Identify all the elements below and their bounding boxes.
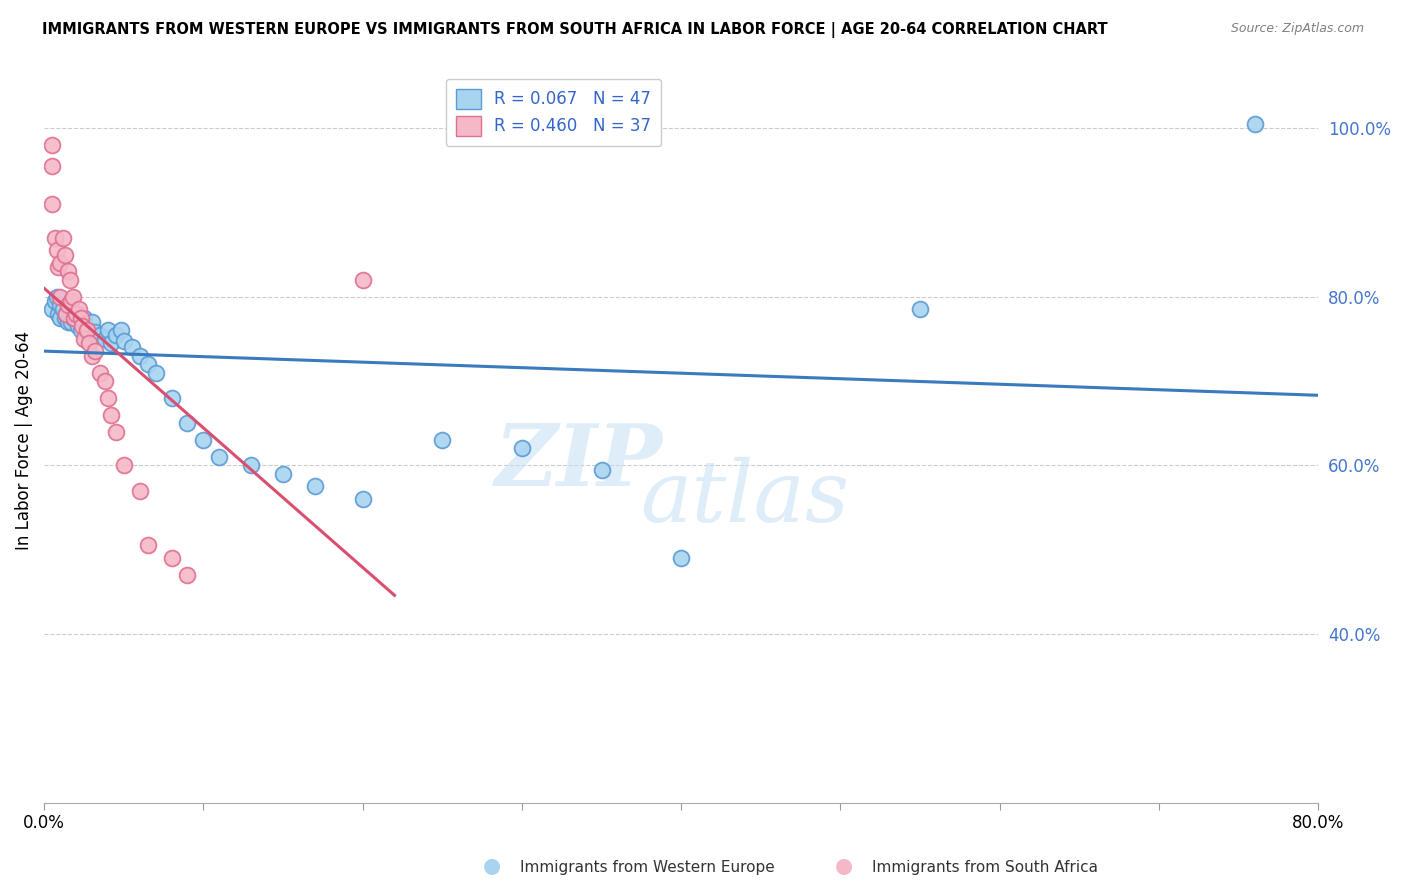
Point (53, 247, 76, 261)
Point (63, 310, 86, 325)
Point (41, 137, 63, 152)
Point (60, 315, 83, 329)
Point (41, 302, 63, 317)
Point (56, 298, 79, 312)
Point (76, 323, 98, 337)
Point (56, 315, 79, 329)
Point (49, 256, 72, 270)
Point (208, 450, 231, 464)
Text: ●: ● (835, 856, 852, 876)
Point (432, 433, 454, 447)
Point (908, 302, 931, 317)
Point (45, 244, 67, 258)
Point (49, 290, 72, 304)
Point (240, 458, 263, 473)
Point (62, 290, 84, 304)
Point (67, 306, 90, 320)
Point (45, 290, 67, 304)
Point (73, 332, 96, 346)
Point (145, 366, 167, 380)
Point (271, 467, 294, 481)
Point (352, 491, 374, 506)
Point (304, 479, 326, 493)
Point (97, 323, 120, 337)
Point (77, 336, 100, 351)
Point (80, 315, 103, 329)
Point (55, 306, 77, 320)
Point (49, 310, 72, 325)
Point (75, 323, 97, 337)
Text: Immigrants from South Africa: Immigrants from South Africa (872, 861, 1098, 875)
Point (69, 310, 91, 325)
Point (56, 264, 79, 278)
Point (66, 319, 89, 334)
Point (591, 462, 613, 476)
Point (60, 293, 83, 308)
Point (110, 323, 132, 337)
Point (48, 260, 70, 275)
Point (176, 416, 198, 430)
Point (510, 442, 533, 456)
Point (669, 551, 692, 566)
Point (93, 332, 115, 346)
Point (136, 538, 159, 552)
Y-axis label: In Labor Force | Age 20-64: In Labor Force | Age 20-64 (15, 330, 32, 549)
Point (65, 310, 87, 325)
Point (53, 310, 76, 325)
Point (352, 273, 374, 287)
Point (77, 323, 100, 337)
Point (104, 425, 127, 439)
Point (62, 310, 84, 325)
Point (136, 357, 159, 371)
Point (89, 366, 111, 380)
Point (160, 391, 183, 405)
Text: Source: ZipAtlas.com: Source: ZipAtlas.com (1230, 22, 1364, 36)
Point (84, 344, 107, 359)
Point (41, 197, 63, 211)
Point (49, 298, 72, 312)
Point (104, 327, 127, 342)
Point (52, 230, 75, 244)
Point (1243, 117, 1265, 131)
Point (100, 408, 122, 422)
Point (100, 336, 122, 351)
Point (58, 273, 80, 287)
Point (84, 325, 107, 339)
Point (44, 230, 66, 244)
Point (128, 349, 150, 363)
Point (58, 298, 80, 312)
Point (112, 458, 135, 473)
Point (55, 306, 77, 320)
Point (52, 302, 75, 317)
Point (67, 302, 90, 317)
Point (193, 433, 215, 447)
Text: ZIP: ZIP (495, 420, 664, 503)
Point (72, 319, 94, 334)
Point (48, 306, 70, 320)
Point (121, 340, 143, 354)
Text: ●: ● (484, 856, 501, 876)
Legend: R = 0.067   N = 47, R = 0.460   N = 37: R = 0.067 N = 47, R = 0.460 N = 37 (446, 78, 661, 146)
Text: IMMIGRANTS FROM WESTERN EUROPE VS IMMIGRANTS FROM SOUTH AFRICA IN LABOR FORCE | : IMMIGRANTS FROM WESTERN EUROPE VS IMMIGR… (42, 22, 1108, 38)
Point (73, 310, 96, 325)
Point (89, 327, 111, 342)
Text: Immigrants from Western Europe: Immigrants from Western Europe (520, 861, 775, 875)
Point (41, 159, 63, 173)
Text: atlas: atlas (640, 457, 849, 540)
Point (65, 306, 87, 320)
Point (80, 349, 103, 363)
Point (112, 334, 135, 348)
Point (160, 551, 183, 566)
Point (44, 293, 66, 308)
Point (97, 391, 120, 405)
Point (176, 568, 198, 582)
Point (128, 483, 150, 498)
Point (69, 323, 91, 337)
Point (93, 374, 115, 388)
